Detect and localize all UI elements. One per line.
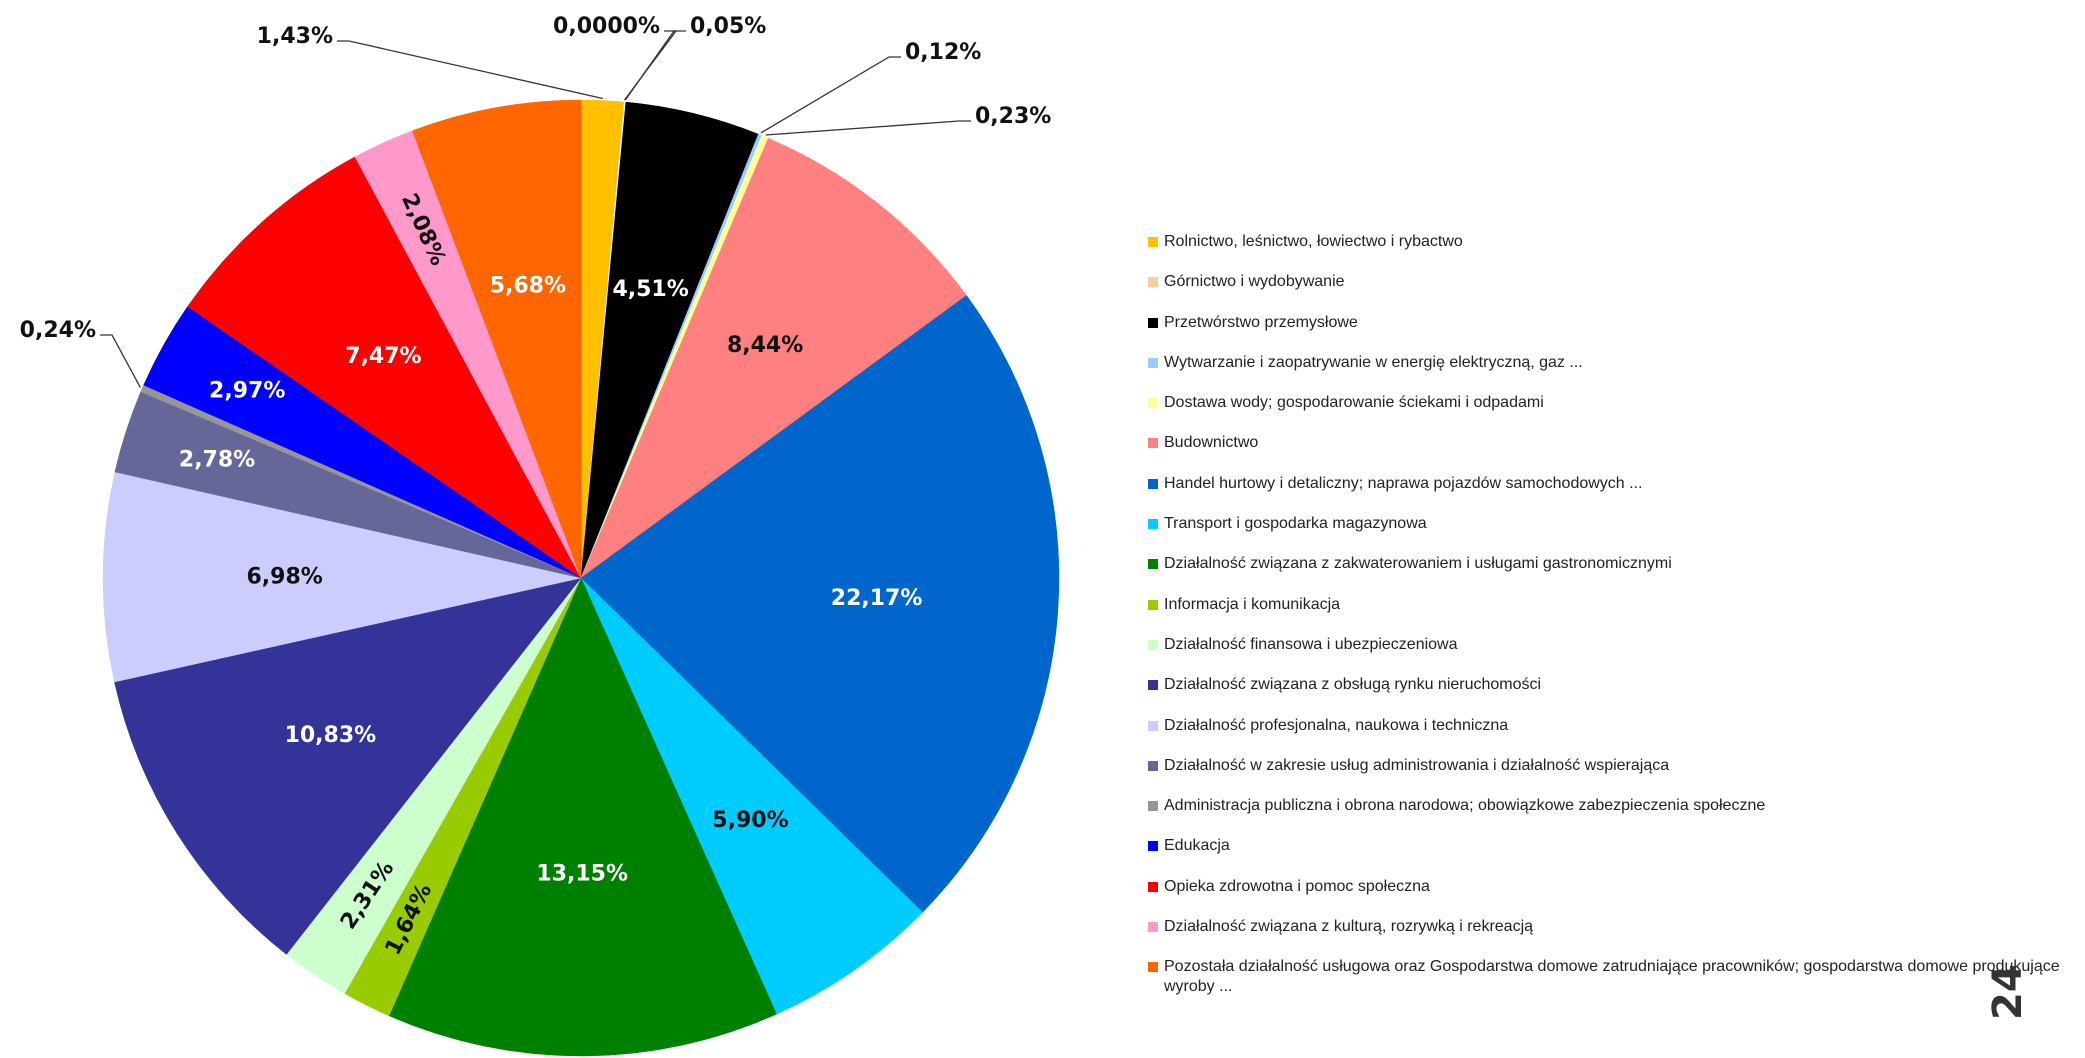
legend-label: Administracja publiczna i obrona narodow… bbox=[1164, 797, 1766, 815]
pie-slice bbox=[114, 577, 582, 955]
pie-slice bbox=[412, 99, 582, 579]
legend-label: Działalność finansowa i ubezpieczeniowa bbox=[1164, 635, 1458, 653]
legend-item: Działalność profesjonalna, naukowa i tec… bbox=[1146, 714, 2076, 754]
legend-item: Transport i gospodarka magazynowa bbox=[1146, 512, 2076, 552]
legend-label: Działalność związana z zakwaterowaniem i… bbox=[1164, 555, 1672, 573]
legend-item: Dostawa wody; gospodarowanie ściekami i … bbox=[1146, 391, 2076, 431]
legend-swatch bbox=[1148, 760, 1158, 771]
leader-line bbox=[100, 334, 141, 388]
legend-swatch bbox=[1148, 801, 1158, 812]
data-label: 0,23% bbox=[975, 104, 1051, 129]
legend-label: Transport i gospodarka magazynowa bbox=[1164, 515, 1427, 533]
legend-label: Działalność profesjonalna, naukowa i tec… bbox=[1164, 716, 1509, 734]
data-label: 22,17% bbox=[831, 586, 923, 611]
data-label: 1,43% bbox=[257, 24, 333, 49]
legend-label: Górnictwo i wydobywanie bbox=[1164, 273, 1345, 291]
legend-swatch bbox=[1148, 398, 1158, 409]
legend-label: Przetwórstwo przemysłowe bbox=[1164, 313, 1358, 331]
legend-swatch bbox=[1148, 720, 1158, 731]
legend-item: Działalność związana z obsługą rynku nie… bbox=[1146, 673, 2076, 713]
data-label: 7,47% bbox=[345, 344, 421, 369]
legend-label: Informacja i komunikacja bbox=[1164, 595, 1341, 613]
legend-label: Dostawa wody; gospodarowanie ściekami i … bbox=[1164, 394, 1544, 412]
legend-item: Działalność związana z zakwaterowaniem i… bbox=[1146, 552, 2076, 592]
legend-swatch bbox=[1148, 317, 1158, 328]
legend-swatch bbox=[1148, 962, 1158, 973]
legend-item: Działalność w zakresie usług administrow… bbox=[1146, 754, 2076, 794]
legend-swatch bbox=[1148, 841, 1158, 852]
legend-swatch bbox=[1148, 599, 1158, 610]
legend-label: Edukacja bbox=[1164, 837, 1230, 855]
data-label: 0,05% bbox=[690, 14, 766, 39]
data-label: 0,24% bbox=[20, 318, 96, 343]
data-label: 0,0000% bbox=[553, 14, 660, 39]
legend-swatch bbox=[1148, 639, 1158, 650]
legend-swatch bbox=[1148, 357, 1158, 368]
legend-label: Rolnictwo, leśnictwo, łowiectwo i rybact… bbox=[1164, 233, 1463, 250]
pie-slice bbox=[580, 295, 1060, 913]
legend-swatch bbox=[1148, 478, 1158, 489]
data-label: 4,51% bbox=[612, 277, 688, 302]
legend-swatch bbox=[1148, 680, 1158, 691]
legend-label: Budownictwo bbox=[1164, 434, 1259, 452]
legend-item: Budownictwo bbox=[1146, 431, 2076, 471]
data-label: 5,90% bbox=[712, 808, 788, 833]
pie-slice bbox=[102, 471, 582, 683]
legend-label: Działalność w zakresie usług administrow… bbox=[1164, 756, 1670, 774]
legend-item: Działalność związana z kulturą, rozrywką… bbox=[1146, 915, 2076, 955]
data-label: 2,97% bbox=[209, 378, 285, 403]
leader-line bbox=[760, 56, 901, 134]
legend-item: Działalność finansowa i ubezpieczeniowa bbox=[1146, 633, 2076, 673]
data-label: 10,83% bbox=[285, 723, 377, 748]
legend-label: Działalność związana z obsługą rynku nie… bbox=[1164, 676, 1542, 694]
data-label: 2,78% bbox=[179, 448, 255, 473]
legend-swatch bbox=[1148, 237, 1158, 247]
data-label: 5,68% bbox=[490, 273, 566, 298]
legend-item: Opieka zdrowotna i pomoc społeczna bbox=[1146, 875, 2076, 915]
legend-swatch bbox=[1148, 922, 1158, 933]
pie-slice bbox=[388, 577, 777, 1057]
legend-swatch bbox=[1148, 519, 1158, 530]
leader-line bbox=[765, 120, 971, 136]
legend-swatch bbox=[1148, 881, 1158, 892]
data-label: 6,98% bbox=[246, 564, 322, 589]
legend-item: Informacja i komunikacja bbox=[1146, 593, 2076, 633]
pie-slice bbox=[580, 577, 923, 1015]
legend-item: Rolnictwo, leśnictwo, łowiectwo i rybact… bbox=[1146, 230, 2076, 270]
pie-slice bbox=[580, 137, 967, 579]
legend-item: Górnictwo i wydobywanie bbox=[1146, 270, 2076, 310]
pie-chart: 1,43% 0,0000% 0,05% 4,51% 0,12% 0,23% 8,44% 22,… bbox=[20, 14, 1060, 1057]
legend-label: Opieka zdrowotna i pomoc społeczna bbox=[1164, 877, 1430, 895]
legend-label: Działalność związana z kulturą, rozrywką… bbox=[1164, 918, 1534, 936]
leader-line bbox=[337, 40, 603, 100]
legend-item: Edukacja bbox=[1146, 834, 2076, 874]
legend-label: Wytwarzanie i zaopatrywanie w energię el… bbox=[1164, 353, 1583, 371]
leader-line bbox=[624, 30, 686, 101]
legend: Rolnictwo, leśnictwo, łowiectwo i rybact… bbox=[1146, 230, 2076, 996]
data-label: 0,12% bbox=[905, 40, 981, 65]
legend-swatch bbox=[1148, 438, 1158, 449]
legend-item: Pozostała działalność usługowa oraz Gosp… bbox=[1146, 955, 2076, 995]
legend-swatch bbox=[1148, 277, 1158, 288]
data-label: 13,15% bbox=[536, 861, 628, 886]
legend-item: Administracja publiczna i obrona narodow… bbox=[1146, 794, 2076, 834]
legend-label: Pozostała działalność usługowa oraz Gosp… bbox=[1164, 958, 2060, 996]
legend-item: Przetwórstwo przemysłowe bbox=[1146, 311, 2076, 351]
page-number: 24 bbox=[1985, 964, 2031, 1020]
legend-label: Handel hurtowy i detaliczny; naprawa poj… bbox=[1164, 474, 1643, 492]
legend-item: Wytwarzanie i zaopatrywanie w energię el… bbox=[1146, 351, 2076, 391]
data-label: 8,44% bbox=[727, 333, 803, 358]
legend-swatch bbox=[1148, 559, 1158, 570]
pie-slice bbox=[187, 156, 582, 579]
legend-item: Handel hurtowy i detaliczny; naprawa poj… bbox=[1146, 472, 2076, 512]
